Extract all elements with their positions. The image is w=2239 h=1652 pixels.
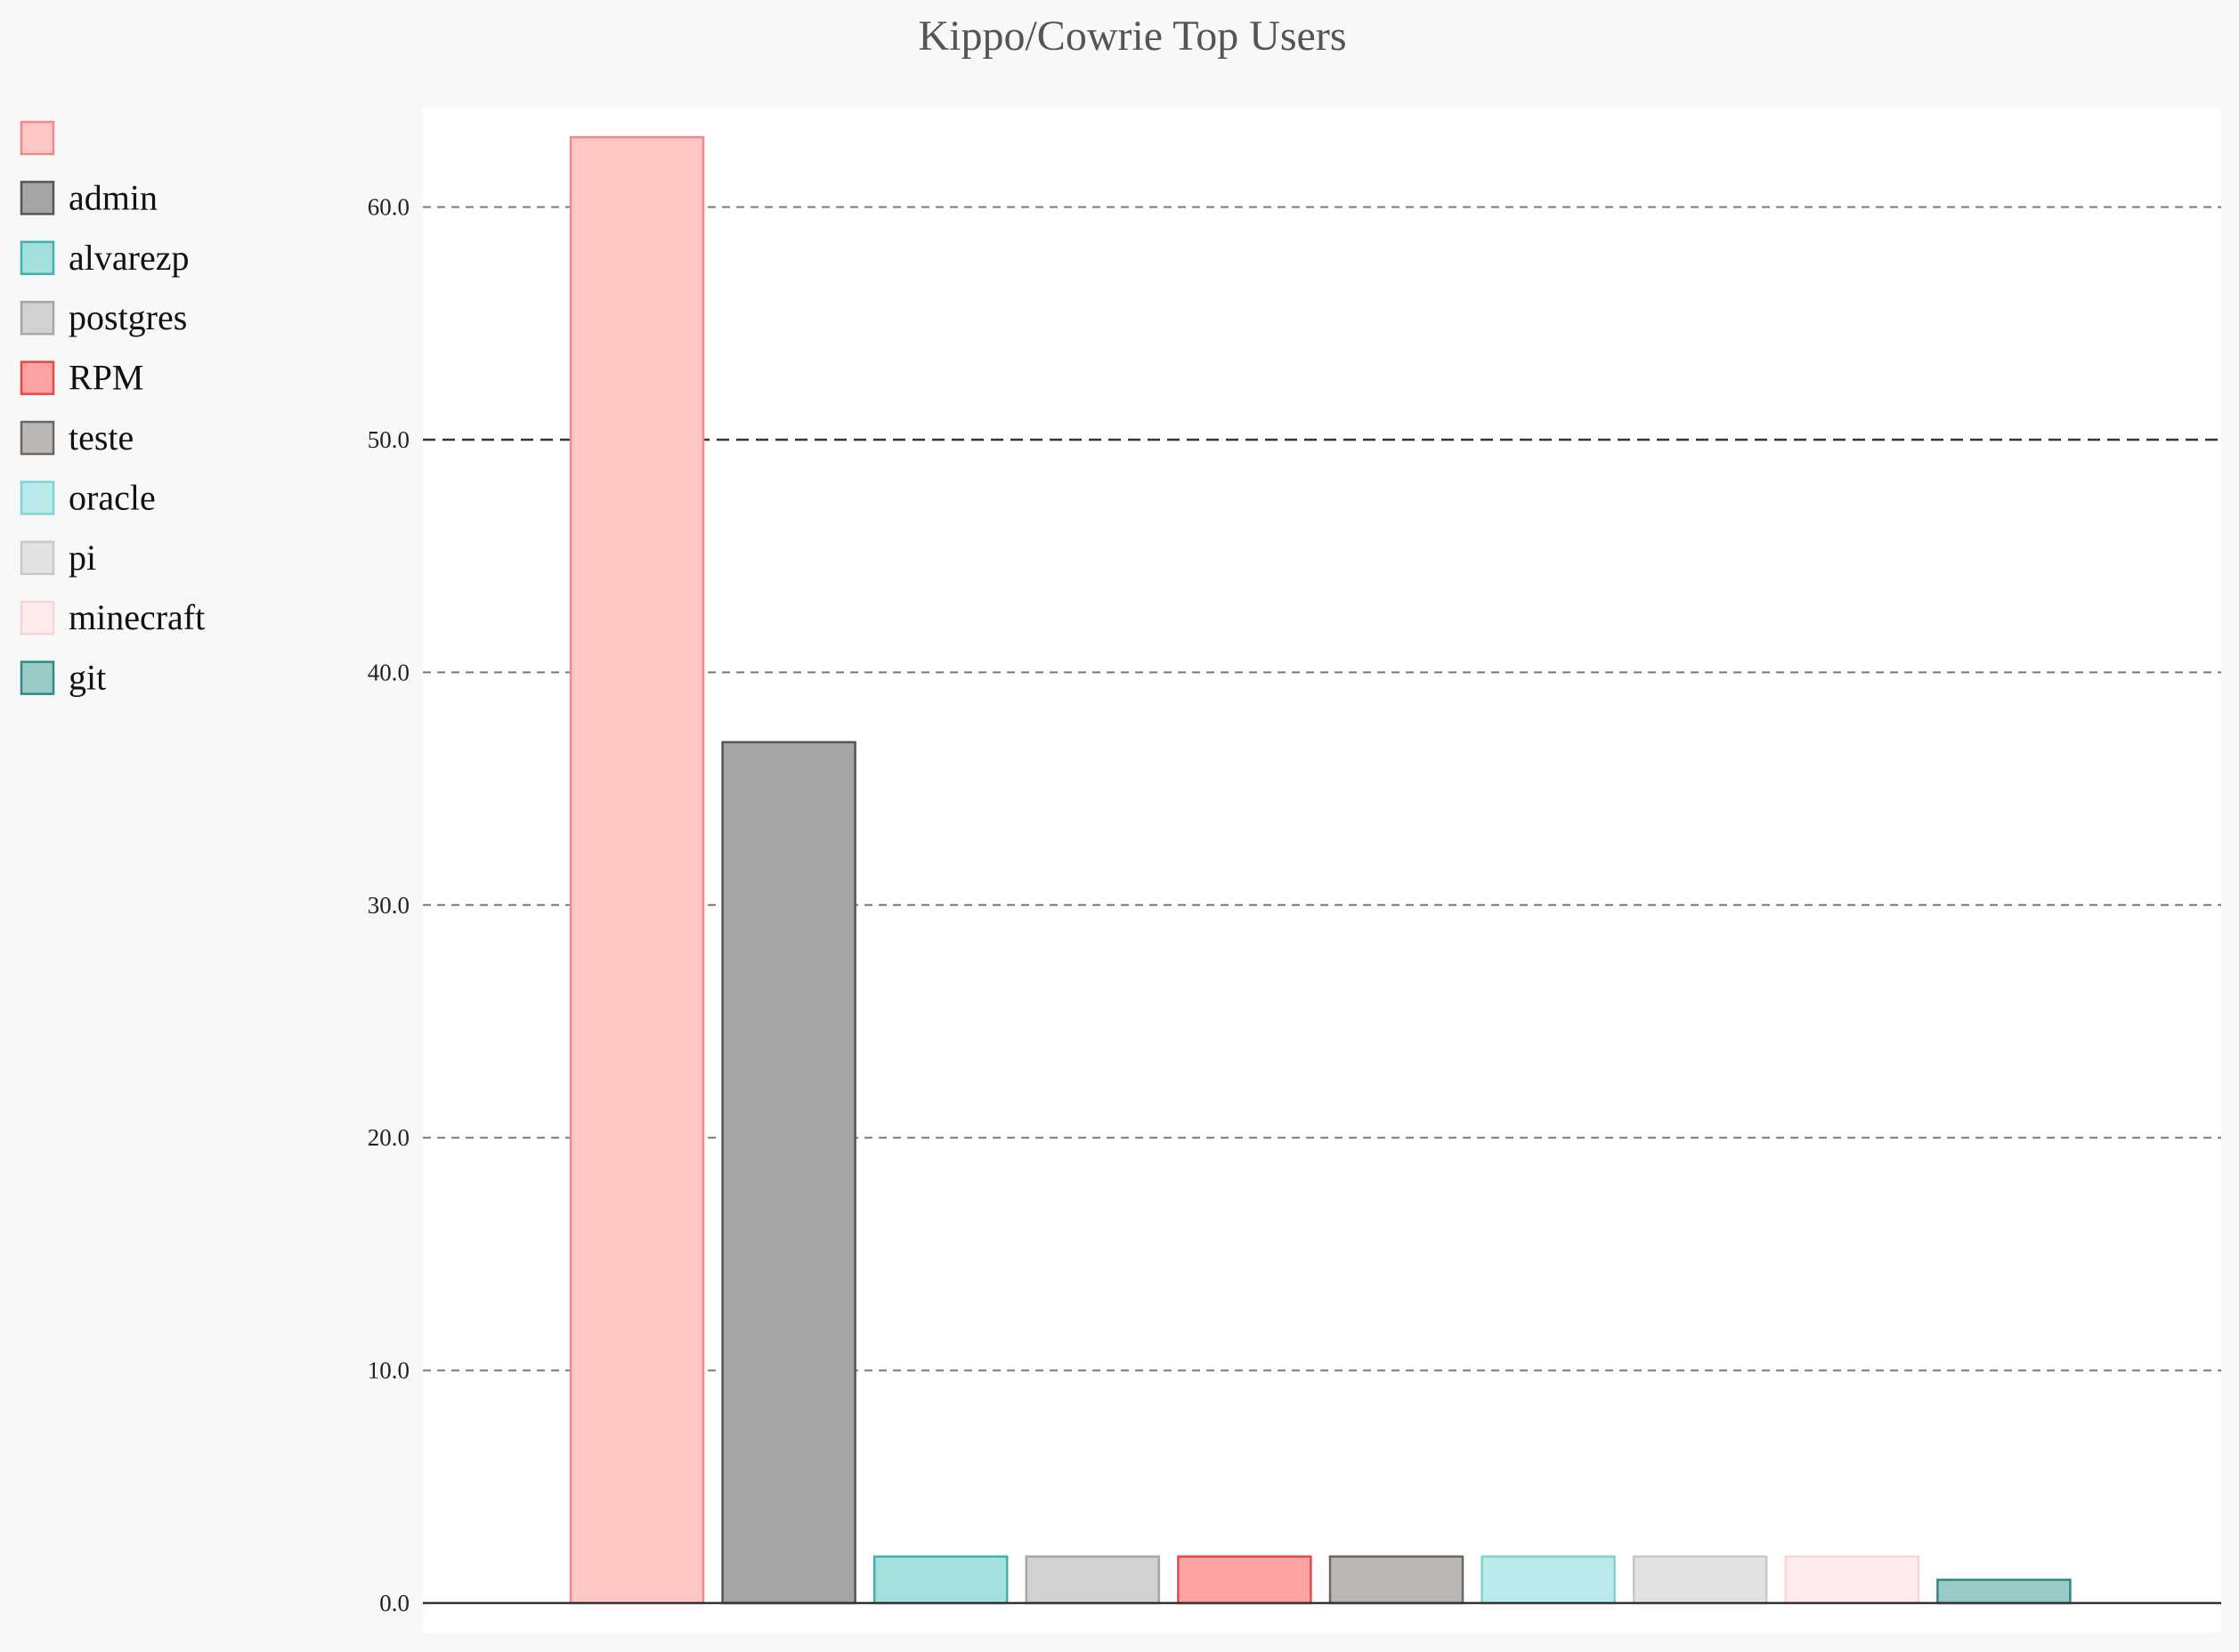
- y-axis-ticks: 0.0 10.0 20.0 30.0 40.0 50.0 60.0: [368, 194, 410, 1616]
- bar: [1784, 1555, 1920, 1605]
- legend: admin alvarezp postgres RPM teste oracle pi min…: [20, 120, 205, 698]
- legend-swatch: [20, 360, 55, 395]
- bar: [721, 741, 856, 1605]
- bar: [1632, 1555, 1768, 1605]
- legend-label: RPM: [69, 358, 144, 398]
- legend-swatch: [20, 600, 55, 636]
- bar: [1936, 1578, 2072, 1605]
- legend-label: postgres: [69, 297, 187, 337]
- legend-label: git: [69, 658, 106, 698]
- legend-label: minecraft: [69, 597, 205, 637]
- y-tick-label: 50.0: [368, 426, 410, 453]
- bar: [1177, 1555, 1312, 1605]
- bar: [1480, 1555, 1616, 1605]
- y-tick-label: 30.0: [368, 892, 410, 919]
- bar: [872, 1555, 1009, 1605]
- legend-swatch: [20, 481, 55, 515]
- legend-label: oracle: [69, 477, 156, 517]
- bars: [569, 135, 2072, 1605]
- y-tick-label: 0.0: [379, 1590, 410, 1616]
- legend-swatch: [20, 660, 55, 695]
- legend-label: alvarezp: [69, 238, 189, 278]
- legend-swatch: [20, 420, 55, 456]
- legend-label: admin: [69, 177, 158, 217]
- bar: [1328, 1555, 1464, 1605]
- legend-swatch: [20, 240, 55, 276]
- legend-swatch: [20, 120, 55, 156]
- bar: [1025, 1555, 1161, 1605]
- legend-label: pi: [69, 538, 96, 578]
- y-tick-label: 60.0: [368, 194, 410, 221]
- y-tick-label: 10.0: [368, 1357, 410, 1384]
- y-tick-label: 20.0: [368, 1124, 410, 1151]
- chart-title: Kippo/Cowrie Top Users: [918, 12, 1346, 60]
- legend-swatch: [20, 181, 55, 215]
- legend-swatch: [20, 300, 55, 336]
- legend-label: teste: [69, 417, 134, 458]
- bar: [569, 135, 705, 1605]
- y-tick-label: 40.0: [368, 659, 410, 685]
- legend-swatch: [20, 540, 55, 576]
